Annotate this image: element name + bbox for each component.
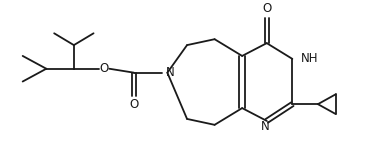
Text: O: O <box>129 98 138 111</box>
Text: N: N <box>260 120 269 133</box>
Text: O: O <box>262 2 271 15</box>
Text: O: O <box>100 62 109 75</box>
Text: NH: NH <box>301 52 319 65</box>
Text: N: N <box>166 66 175 79</box>
